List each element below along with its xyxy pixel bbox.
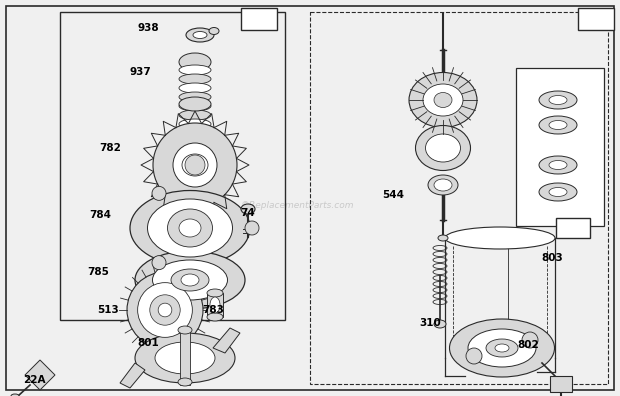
- Text: 783: 783: [202, 305, 224, 315]
- Polygon shape: [25, 360, 55, 390]
- Ellipse shape: [539, 116, 577, 134]
- Ellipse shape: [450, 319, 554, 377]
- Text: 544: 544: [382, 190, 404, 200]
- Circle shape: [185, 155, 205, 175]
- Ellipse shape: [179, 119, 211, 129]
- Text: 309: 309: [585, 14, 607, 24]
- Bar: [207, 293, 223, 317]
- Bar: [180, 330, 190, 385]
- Bar: [578, 8, 614, 30]
- Circle shape: [153, 123, 237, 207]
- Ellipse shape: [428, 175, 458, 195]
- Ellipse shape: [434, 93, 452, 107]
- Bar: [550, 376, 572, 392]
- Ellipse shape: [135, 251, 245, 309]
- Bar: [60, 12, 285, 320]
- Ellipse shape: [167, 209, 213, 247]
- Ellipse shape: [486, 339, 518, 357]
- Circle shape: [150, 295, 180, 325]
- Bar: [310, 12, 608, 384]
- Ellipse shape: [539, 156, 577, 174]
- Ellipse shape: [179, 83, 211, 93]
- Text: 802: 802: [517, 340, 539, 350]
- Ellipse shape: [186, 28, 214, 42]
- Ellipse shape: [209, 27, 219, 34]
- Ellipse shape: [438, 235, 448, 241]
- Ellipse shape: [207, 289, 223, 297]
- Polygon shape: [120, 363, 145, 388]
- Circle shape: [522, 332, 538, 348]
- Ellipse shape: [423, 84, 463, 116]
- Ellipse shape: [179, 219, 201, 237]
- Text: 22A: 22A: [23, 375, 45, 385]
- Ellipse shape: [179, 65, 211, 75]
- Circle shape: [152, 256, 166, 270]
- Ellipse shape: [495, 344, 509, 352]
- Bar: [241, 8, 277, 30]
- Text: 548: 548: [562, 223, 584, 233]
- Text: 782: 782: [99, 143, 121, 153]
- Ellipse shape: [241, 204, 255, 214]
- Ellipse shape: [409, 72, 477, 128]
- Ellipse shape: [179, 74, 211, 84]
- Ellipse shape: [434, 320, 446, 328]
- Bar: [556, 218, 590, 238]
- Text: 803: 803: [541, 253, 563, 263]
- Text: 937: 937: [129, 67, 151, 77]
- Ellipse shape: [549, 120, 567, 129]
- Ellipse shape: [468, 329, 536, 367]
- Polygon shape: [213, 328, 240, 353]
- Circle shape: [245, 221, 259, 235]
- Circle shape: [138, 283, 192, 337]
- Ellipse shape: [179, 110, 211, 120]
- Ellipse shape: [179, 92, 211, 102]
- Ellipse shape: [415, 126, 471, 171]
- Ellipse shape: [148, 199, 232, 257]
- Ellipse shape: [179, 101, 211, 111]
- Circle shape: [158, 303, 172, 317]
- Text: 784: 784: [89, 210, 111, 220]
- Ellipse shape: [179, 53, 211, 71]
- Ellipse shape: [193, 32, 207, 38]
- Ellipse shape: [549, 187, 567, 196]
- Ellipse shape: [445, 227, 555, 249]
- Ellipse shape: [179, 97, 211, 111]
- Bar: [516, 68, 604, 226]
- Ellipse shape: [549, 160, 567, 169]
- Text: 938: 938: [137, 23, 159, 33]
- Ellipse shape: [153, 260, 228, 300]
- Ellipse shape: [207, 313, 223, 321]
- Text: 74: 74: [241, 208, 255, 218]
- Text: 801: 801: [137, 338, 159, 348]
- Circle shape: [173, 143, 217, 187]
- Ellipse shape: [171, 269, 209, 291]
- Ellipse shape: [178, 378, 192, 386]
- Circle shape: [152, 187, 166, 200]
- Circle shape: [127, 272, 203, 348]
- Circle shape: [466, 348, 482, 364]
- Ellipse shape: [539, 91, 577, 109]
- Ellipse shape: [549, 95, 567, 105]
- Ellipse shape: [155, 342, 215, 374]
- Ellipse shape: [539, 183, 577, 201]
- Ellipse shape: [434, 179, 452, 191]
- Ellipse shape: [11, 394, 19, 396]
- Ellipse shape: [425, 134, 461, 162]
- Ellipse shape: [135, 333, 235, 383]
- Ellipse shape: [178, 326, 192, 334]
- Text: 310: 310: [419, 318, 441, 328]
- Text: 513: 513: [97, 305, 119, 315]
- Text: 510: 510: [248, 14, 270, 24]
- Ellipse shape: [210, 297, 220, 313]
- Ellipse shape: [130, 190, 250, 265]
- Ellipse shape: [181, 274, 199, 286]
- Text: ©ReplacementParts.com: ©ReplacementParts.com: [241, 202, 355, 210]
- Text: 785: 785: [87, 267, 109, 277]
